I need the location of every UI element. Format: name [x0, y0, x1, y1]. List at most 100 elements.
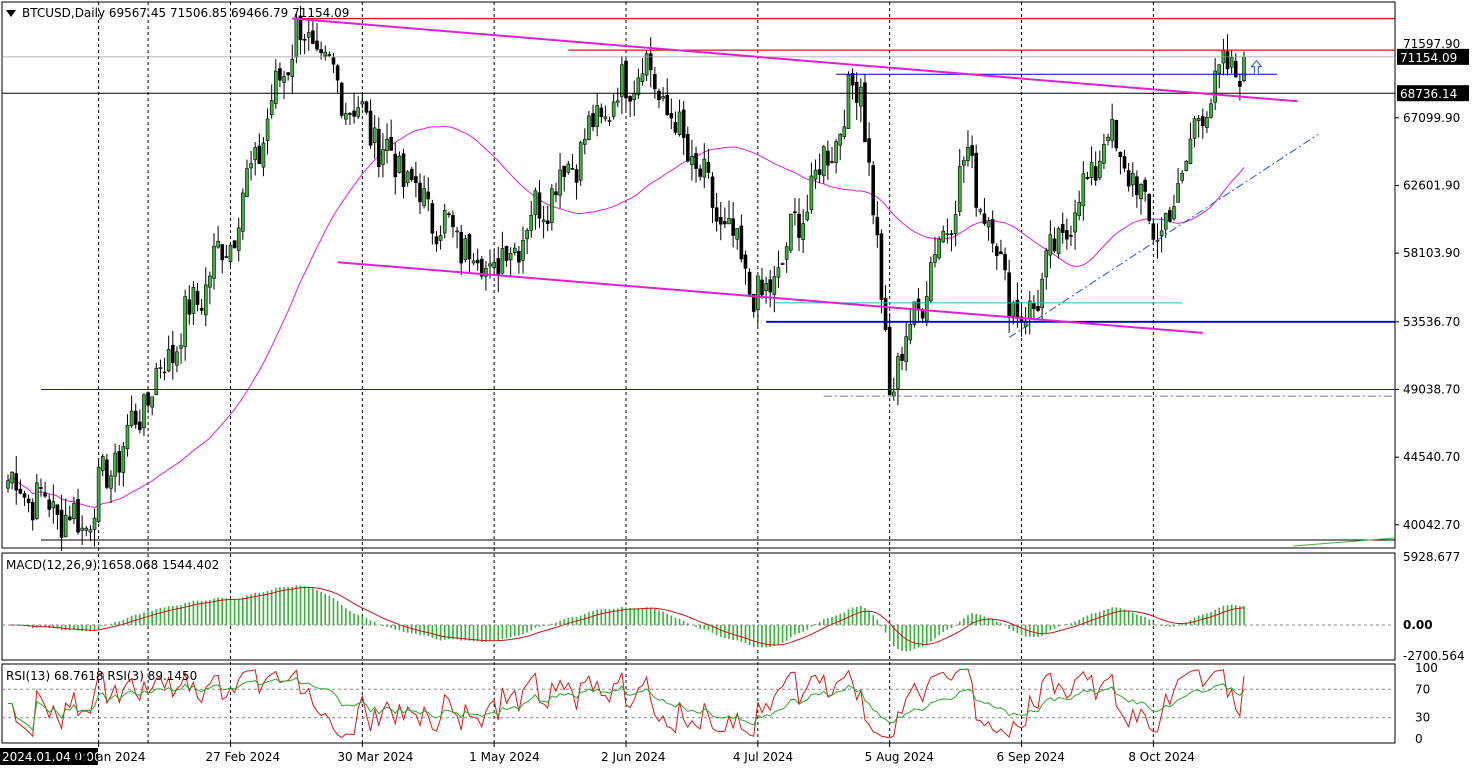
rsi-tick-label: 100	[1415, 661, 1438, 675]
candle	[286, 72, 290, 76]
candle	[335, 65, 340, 81]
candle	[653, 74, 657, 90]
candle	[727, 218, 731, 225]
candle	[269, 100, 274, 115]
symbol-header: BTCUSD,Daily 69567.45 71506.85 69466.79 …	[22, 6, 350, 20]
candle	[558, 169, 562, 196]
candle	[578, 142, 583, 181]
candle	[541, 219, 546, 223]
candle	[496, 258, 501, 276]
candle	[661, 96, 665, 99]
candle	[554, 191, 558, 196]
candle	[1048, 234, 1053, 256]
candle	[587, 115, 591, 140]
candle	[570, 168, 575, 170]
candle	[805, 211, 810, 221]
candle	[302, 38, 307, 41]
candle	[257, 145, 262, 165]
candle	[723, 221, 727, 225]
candle	[611, 101, 616, 117]
candle	[59, 509, 64, 538]
green-trend-line	[1293, 537, 1396, 547]
candle	[401, 153, 406, 187]
candle	[953, 214, 958, 234]
candle	[278, 68, 282, 81]
menu-arrow-icon[interactable]	[6, 10, 16, 17]
rsi-pane	[1, 663, 1396, 744]
candle	[484, 268, 488, 277]
cursor-time-label: 2024.01.04 0:00	[2, 750, 101, 764]
candle	[245, 168, 249, 197]
candle	[1052, 238, 1057, 252]
marked-price-label: 68736.14	[1400, 87, 1457, 101]
candle	[261, 142, 266, 168]
candle	[537, 192, 542, 219]
candle	[150, 396, 154, 408]
candle	[479, 258, 484, 277]
candle	[908, 323, 913, 341]
candle	[1209, 103, 1213, 118]
candle	[385, 138, 389, 151]
cursor-time-box	[0, 748, 98, 765]
candle	[1106, 136, 1110, 141]
time-tick-label: 2 Jun 2024	[601, 750, 666, 764]
candle	[854, 82, 859, 103]
candle	[871, 165, 876, 216]
time-tick-label: 30 Mar 2024	[337, 750, 413, 764]
candle	[105, 459, 109, 488]
candle	[360, 101, 365, 105]
candle	[525, 230, 529, 239]
candle	[72, 503, 76, 519]
candle	[113, 452, 117, 477]
candle	[397, 155, 402, 173]
candle	[640, 73, 645, 82]
candle	[924, 296, 929, 322]
candle	[430, 203, 435, 234]
time-tick-label: 27 Feb 2024	[205, 750, 280, 764]
candle	[842, 126, 847, 137]
candle	[447, 213, 451, 216]
lower-channel-trendline	[337, 261, 1203, 334]
candle	[529, 214, 534, 231]
candle	[228, 244, 233, 263]
candle	[632, 93, 637, 100]
candle	[1233, 60, 1238, 78]
candle	[1143, 179, 1147, 192]
candle	[962, 160, 966, 166]
candle	[1229, 57, 1234, 68]
candle	[1085, 176, 1090, 179]
rsi13-line	[8, 677, 1245, 732]
candle	[405, 171, 410, 184]
candle	[1217, 64, 1222, 74]
candle	[368, 110, 373, 146]
candle	[109, 475, 113, 489]
candle	[1180, 172, 1184, 181]
candle	[224, 256, 229, 258]
price-tick-label: 62601.90	[1403, 178, 1460, 192]
candle	[698, 168, 702, 177]
price-pane	[1, 1, 1396, 549]
candle	[376, 128, 381, 168]
candle	[339, 82, 344, 116]
candle	[1139, 184, 1143, 199]
candle	[187, 299, 192, 315]
candle	[821, 146, 826, 177]
candle	[838, 133, 843, 146]
candle	[253, 147, 257, 160]
candle	[718, 217, 723, 225]
candle	[199, 307, 204, 311]
candle	[690, 156, 694, 166]
candle	[249, 163, 253, 169]
candle	[694, 153, 698, 169]
candle	[1147, 193, 1152, 221]
candle	[1098, 160, 1102, 179]
candle	[916, 298, 921, 311]
candle	[265, 118, 270, 141]
candle	[319, 49, 323, 54]
candle	[451, 215, 455, 228]
candle	[521, 240, 525, 261]
candle	[129, 410, 134, 427]
candle	[620, 64, 624, 97]
candle	[937, 238, 941, 259]
